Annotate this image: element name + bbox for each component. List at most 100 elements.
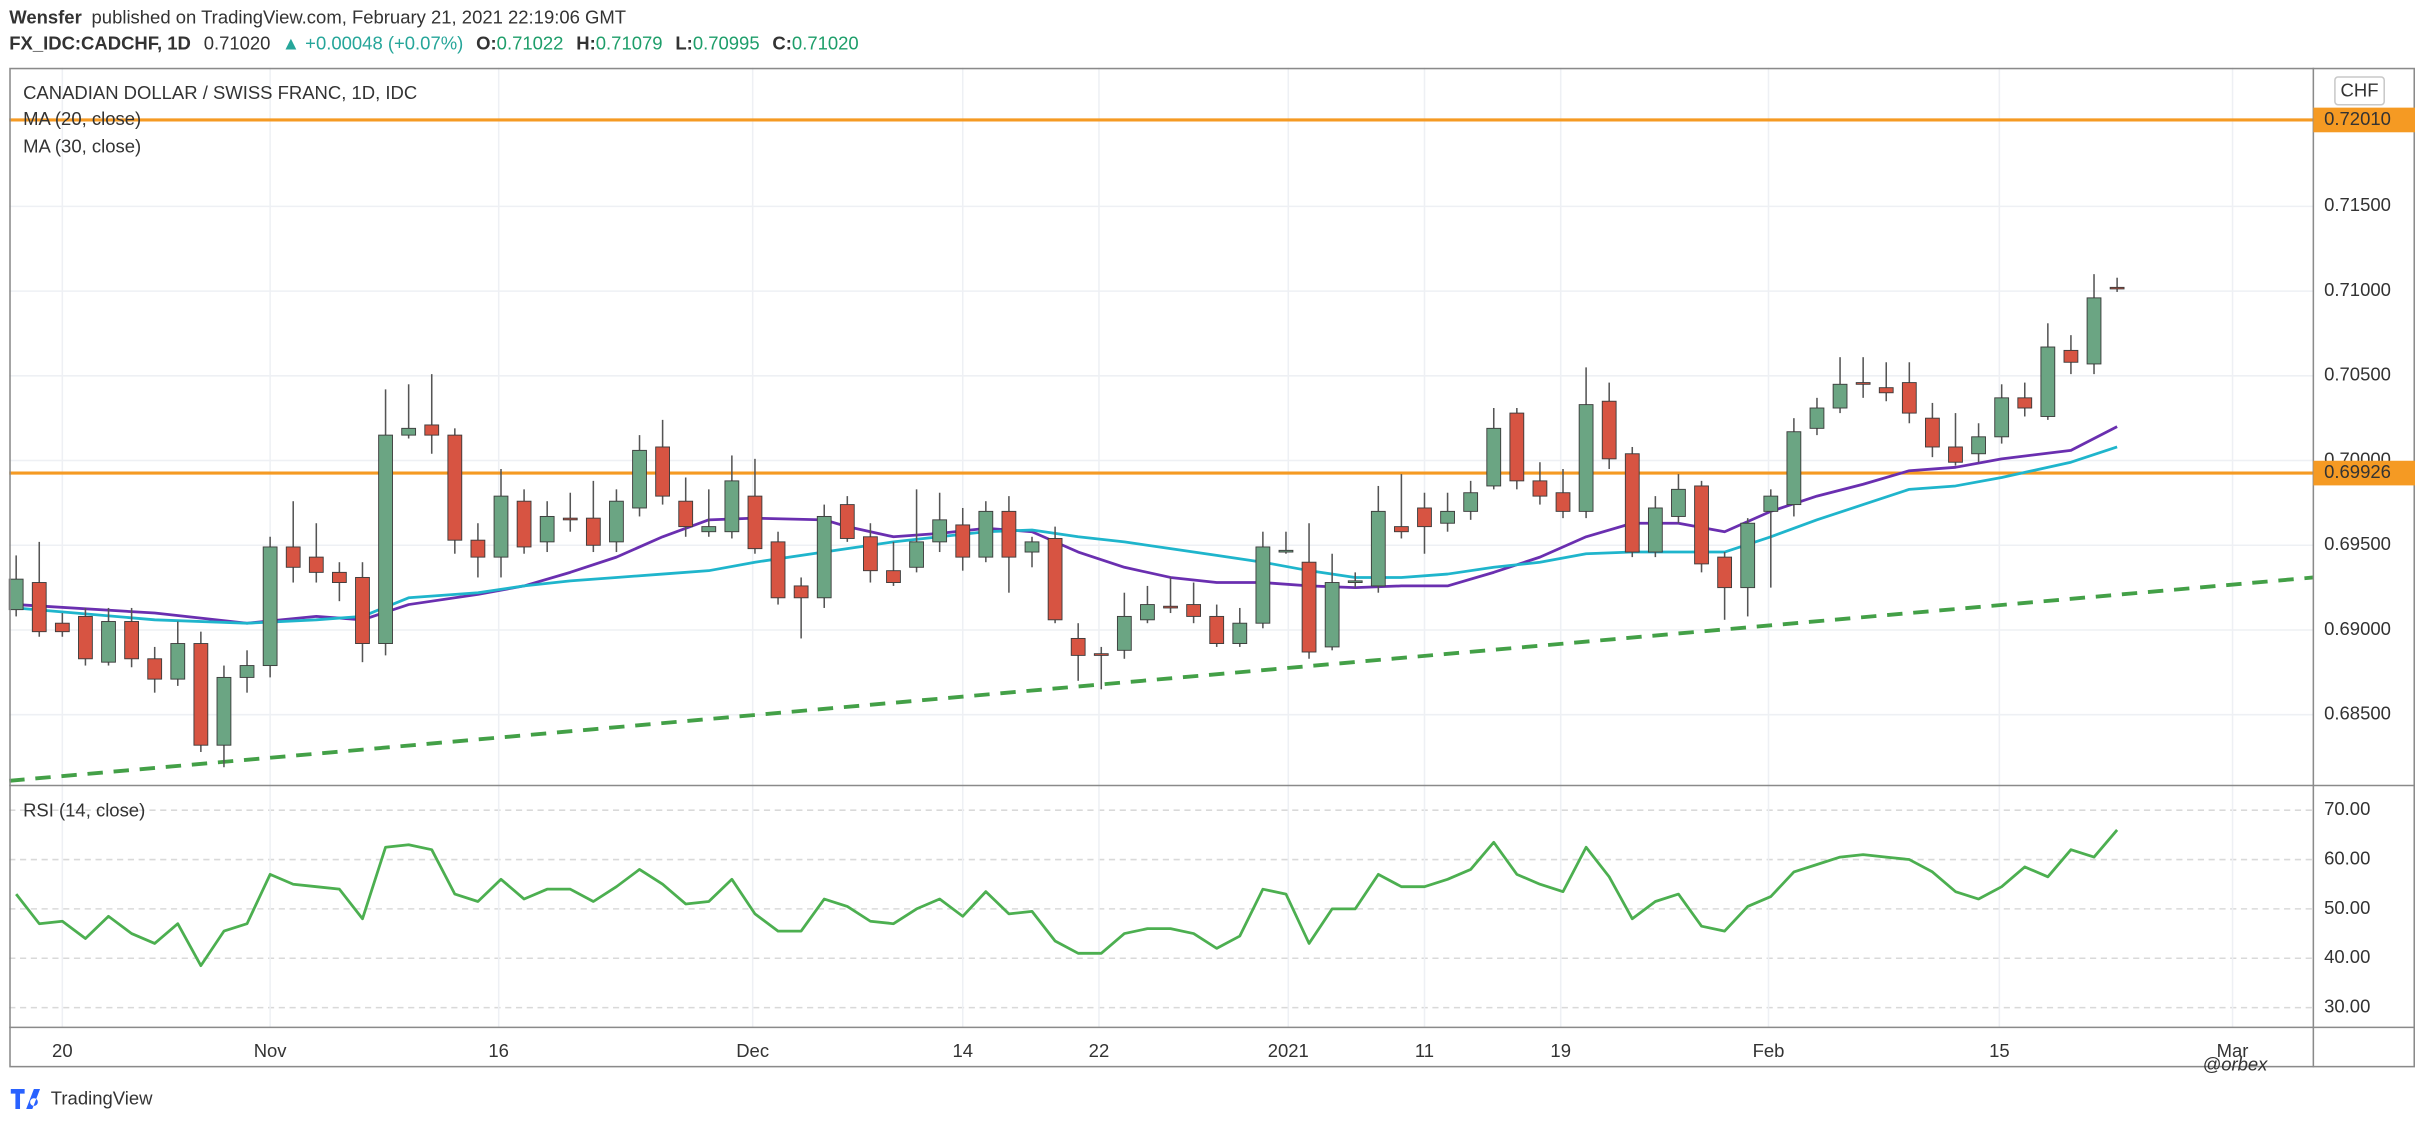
candle-body — [1832, 383, 1848, 409]
candle-body — [793, 585, 809, 599]
currency-label: CHF — [2341, 80, 2379, 101]
price-level-tag — [2313, 107, 2415, 133]
candle-body — [262, 546, 278, 667]
footer: TradingView @orbex — [10, 1054, 2268, 1109]
x-tick-label: 11 — [1415, 1040, 1434, 1061]
candle-body — [1324, 582, 1340, 648]
price-level-label: 0.69926 — [2324, 461, 2391, 482]
trend-line — [9, 575, 2314, 783]
candle-body — [1301, 561, 1317, 653]
candle-body — [1994, 397, 2010, 438]
y-tick-label: 0.69000 — [2324, 618, 2391, 639]
candle-body — [1417, 507, 1432, 528]
candle-body — [1047, 538, 1063, 621]
grid-layer — [9, 67, 2314, 1028]
y-tick-label: 30.00 — [2324, 995, 2370, 1016]
ohlc-value: 0.71022 — [497, 33, 564, 54]
legend-entry: MA (20, close) — [23, 108, 141, 129]
candle-body — [655, 446, 670, 497]
candle-body — [909, 541, 924, 568]
symbol: FX_IDC:CADCHF, 1D — [9, 33, 191, 54]
candle-body — [1163, 605, 1178, 609]
ohlc-key: L: — [675, 33, 692, 54]
candle-body — [678, 500, 694, 528]
candle-body — [978, 510, 994, 558]
candle-body — [1370, 510, 1386, 587]
currency-button[interactable] — [2334, 76, 2385, 106]
candle-body — [1878, 387, 1894, 394]
candle-body — [1578, 404, 1594, 512]
rsi-legend-title: RSI (14, close) — [23, 800, 145, 821]
candle-body — [955, 524, 971, 558]
candle-body — [1440, 510, 1455, 524]
candle-body — [1601, 400, 1617, 460]
candle-body — [1948, 446, 1963, 463]
chart-frame — [9, 67, 2415, 1068]
candle-body — [1070, 637, 1086, 656]
price-level-label: 0.72010 — [2324, 108, 2391, 129]
candle-body — [493, 495, 509, 558]
candle-body — [701, 526, 717, 533]
ohlc-key: C: — [772, 33, 791, 54]
candle-body — [2040, 346, 2056, 417]
publish-line: Wensfer published on TradingView.com, Fe… — [9, 6, 626, 27]
candle-body — [332, 571, 347, 583]
y-tick-label: 40.00 — [2324, 946, 2370, 967]
candle-body — [378, 434, 393, 644]
candle-body — [1971, 436, 1986, 455]
plot-layer — [8, 118, 2314, 968]
symbol-line: FX_IDC:CADCHF, 1D 0.71020 ▲ +0.00048 (+0… — [9, 33, 858, 54]
candle-body — [1347, 580, 1363, 583]
candle-body — [8, 578, 24, 611]
candle-body — [216, 676, 232, 746]
y-tick-label: 70.00 — [2324, 798, 2370, 819]
candle-body — [78, 615, 93, 660]
last-price: 0.71020 — [204, 33, 271, 54]
brand: TradingView — [51, 1088, 153, 1109]
candle-body — [124, 621, 139, 660]
candle-body — [1555, 492, 1571, 512]
candle-body — [1093, 653, 1109, 656]
candle-body — [724, 480, 740, 533]
candle-body — [2086, 297, 2102, 365]
candle-body — [31, 582, 47, 633]
x-tick-label: 19 — [1550, 1040, 1571, 1061]
candle-body — [1763, 495, 1779, 512]
candle-body — [285, 546, 301, 568]
ohlc-value: 0.71020 — [792, 33, 859, 54]
y-tick-label: 0.68500 — [2324, 703, 2391, 724]
candle-body — [585, 517, 601, 546]
moving-average — [16, 445, 2118, 625]
candle-body — [932, 519, 948, 543]
candle-body — [2109, 286, 2125, 290]
candle-body — [1394, 526, 1409, 533]
ohlc-value: 0.70995 — [693, 33, 760, 54]
candle-body — [470, 539, 486, 558]
y-tick-label: 60.00 — [2324, 847, 2370, 868]
x-tick-label: 15 — [1989, 1040, 2010, 1061]
candle-body — [632, 449, 647, 509]
candle-body — [1624, 453, 1640, 553]
candle-body — [54, 622, 70, 633]
candle-body — [1786, 431, 1802, 506]
candle-body — [1463, 492, 1479, 512]
y-tick-label: 0.70500 — [2324, 364, 2391, 385]
candle-body — [447, 434, 463, 541]
candle-body — [1486, 427, 1502, 487]
rsi-line — [15, 829, 2119, 968]
y-tick-label: 0.71500 — [2324, 194, 2391, 215]
candle-body — [1901, 382, 1917, 414]
candle-body — [1855, 382, 1871, 385]
change: ▲ +0.00048 (+0.07%) — [282, 33, 464, 54]
ohlc-key: O: — [476, 33, 497, 54]
candle-body — [770, 541, 786, 599]
x-tick-label: 2021 — [1268, 1040, 1309, 1061]
candle-body — [1232, 622, 1248, 644]
candle-body — [401, 427, 417, 436]
candle-body — [1140, 604, 1155, 621]
y-tick-label: 50.00 — [2324, 897, 2370, 918]
candle-body — [193, 643, 209, 746]
candle-body — [1186, 604, 1202, 617]
x-tick-label: Feb — [1753, 1040, 1785, 1061]
